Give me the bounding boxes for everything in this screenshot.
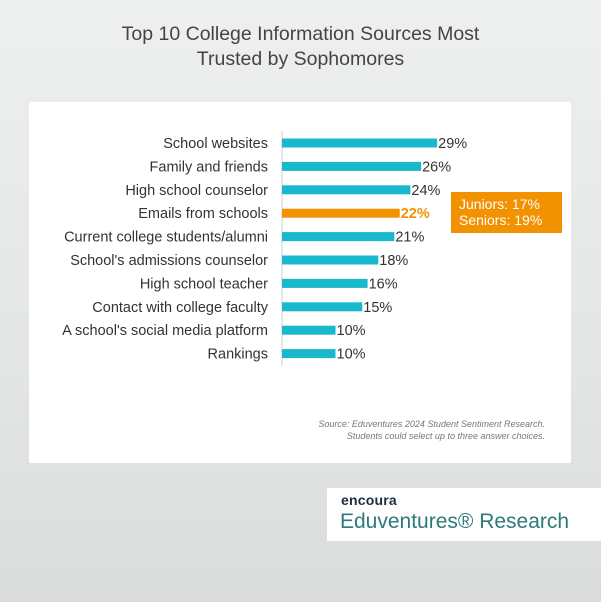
bar — [282, 325, 336, 335]
category-label: High school teacher — [140, 276, 268, 292]
bar — [282, 185, 411, 195]
bar — [282, 302, 363, 312]
chart-card: School websites 29% Family and friends 26% H… — [29, 102, 571, 463]
category-label: Family and friends — [150, 159, 268, 175]
brand-logo: encoura Eduventures® Research — [327, 488, 601, 541]
category-label: Current college students/alumni — [64, 230, 268, 246]
source-line-2: Students could select up to three answer… — [346, 431, 545, 441]
callout-juniors: Juniors: 17% — [459, 196, 540, 212]
bar — [282, 138, 438, 148]
value-label: 29% — [438, 136, 467, 152]
bar — [282, 278, 368, 288]
source-note: Source: Eduventures 2024 Student Sentime… — [318, 418, 545, 442]
source-line-1: Source: Eduventures 2024 Student Sentime… — [318, 419, 545, 429]
category-label: Rankings — [208, 347, 268, 363]
value-label: 22% — [401, 206, 430, 222]
encoura-logo: encoura — [341, 492, 397, 508]
eduventures-research-logo: Eduventures® Research — [340, 510, 570, 533]
chart-title: Top 10 College Information Sources Most … — [0, 22, 601, 72]
category-label: A school's social media platform — [62, 323, 268, 339]
callout-seniors: Seniors: 19% — [459, 212, 543, 228]
value-label: 21% — [395, 230, 424, 246]
value-label: 24% — [411, 183, 440, 199]
value-label: 16% — [369, 276, 398, 292]
grade-comparison-callout: Juniors: 17% Seniors: 19% — [451, 192, 562, 233]
value-label: 26% — [422, 159, 451, 175]
category-label: Emails from schools — [138, 206, 268, 222]
category-label: School's admissions counselor — [70, 253, 268, 269]
chart-title-line-2: Trusted by Sophomores — [196, 48, 405, 70]
bar — [282, 349, 336, 359]
bar — [282, 255, 379, 265]
bar-chart: School websites 29% Family and friends 26% H… — [62, 131, 467, 366]
bar — [282, 161, 422, 171]
category-label: High school counselor — [125, 183, 268, 199]
value-label: 18% — [379, 253, 408, 269]
value-label: 10% — [337, 347, 366, 363]
value-label: 10% — [337, 323, 366, 339]
category-label: School websites — [163, 136, 268, 152]
category-label: Contact with college faculty — [92, 300, 268, 316]
chart-title-line-1: Top 10 College Information Sources Most — [121, 23, 480, 45]
bar — [282, 232, 395, 242]
value-label: 15% — [363, 300, 392, 316]
bar-highlighted — [282, 208, 400, 218]
